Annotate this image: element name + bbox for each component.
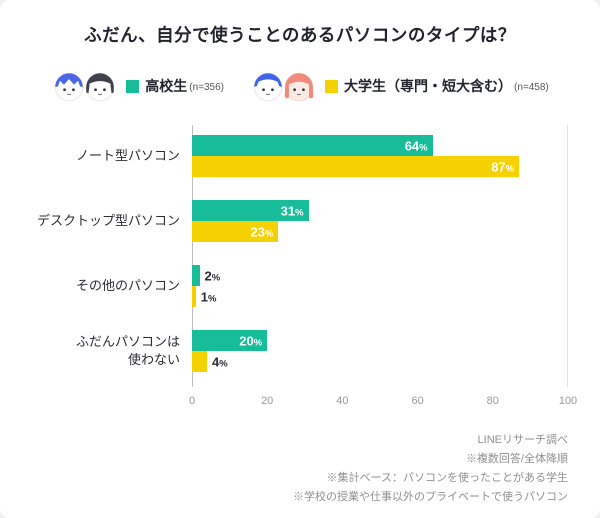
category-bars: 20% 4%: [192, 330, 568, 372]
university-bar: 4%: [192, 351, 228, 372]
page-title: ふだん、自分で使うことのあるパソコンのタイプは？: [84, 25, 516, 45]
x-axis-tick: 0: [188, 395, 196, 407]
bar-track-university: 4%: [192, 351, 568, 372]
category-label: ふだんパソコンは 使わない: [75, 334, 180, 367]
x-axis-tick: 100: [558, 395, 578, 407]
university-boy-avatar: [253, 72, 283, 102]
highschool-legend-n: (n=356): [189, 82, 224, 93]
bar-track-university: 1%: [192, 286, 568, 307]
category-bars: 64% 87%: [192, 135, 568, 177]
highschool-legend-label: 高校生: [145, 78, 188, 94]
bar-value-label: 4%: [212, 354, 228, 369]
highschool-legend-swatch: [126, 79, 140, 93]
bar-value-label: 1%: [200, 289, 217, 304]
footer-notes: LINEリサーチ調べ ※複数回答/全体降順 ※集計ベース：パソコンを使ったことが…: [0, 431, 568, 507]
university-legend-n: (n=458): [514, 82, 549, 93]
bar-track-highschool: 31%: [192, 200, 568, 221]
highschool-girl-avatar: [85, 72, 115, 102]
x-axis-tick: 80: [486, 395, 499, 407]
bar-track-highschool: 20%: [192, 330, 568, 351]
bar-value-label: 20%: [239, 333, 263, 348]
footer-note-1: ※複数回答/全体降順: [465, 452, 568, 465]
bar-value-label: 31%: [280, 203, 304, 218]
university-girl-avatar: [284, 72, 314, 102]
highschool-bar: 31%: [192, 200, 309, 221]
university-bar: 1%: [192, 286, 216, 307]
category-label: その他のパソコン: [75, 278, 180, 294]
bar-track-highschool: 2%: [192, 265, 568, 286]
highschool-boy-avatar: [54, 72, 84, 102]
chart-rows: ノート型パソコン 64% 87% デスクトップ型パソコン 31% 23% その他のパソコン 2…: [20, 135, 568, 372]
bar-track-university: 87%: [192, 156, 568, 177]
x-axis: 0 20 40 60 80 100: [188, 395, 577, 411]
university-bar: 87%: [192, 156, 520, 177]
chart-row: ふだんパソコンは 使わない 20% 4%: [20, 330, 568, 372]
x-axis-tick: 60: [411, 395, 424, 407]
bar-track-university: 23%: [192, 221, 568, 242]
chart-row: その他のパソコン 2% 1%: [20, 265, 568, 307]
footer-note-3: ※学校の授業や仕事以外のプライベートで使うパソコン: [293, 490, 568, 503]
chart-row: デスクトップ型パソコン 31% 23%: [20, 200, 568, 242]
category-bars: 2% 1%: [192, 265, 568, 307]
legend: 高校生 (n=356): [0, 65, 600, 107]
category-label: ノート型パソコン: [75, 148, 180, 164]
university-legend-label: 大学生（専門・短大含む）: [344, 78, 512, 94]
x-axis-tick: 40: [336, 395, 349, 407]
bar-value-label: 23%: [250, 224, 274, 239]
legend-group-university: 大学生（専門・短大含む） (n=458): [250, 68, 549, 104]
chart-row: ノート型パソコン 64% 87%: [20, 135, 568, 177]
highschool-bar: 20%: [192, 330, 268, 351]
footer-note-2: ※集計ベース：パソコンを使ったことがある学生: [326, 471, 568, 484]
legend-group-highschool: 高校生 (n=356): [51, 68, 224, 104]
university-bar: 23%: [192, 221, 279, 242]
x-axis-tick: 20: [261, 395, 274, 407]
bar-value-label: 2%: [204, 268, 221, 283]
bar-chart: ノート型パソコン 64% 87% デスクトップ型パソコン 31% 23% その他のパソコン 2…: [20, 125, 577, 411]
category-label: デスクトップ型パソコン: [36, 213, 180, 229]
footer-source: LINEリサーチ調べ: [477, 434, 568, 446]
university-legend-swatch: [325, 79, 338, 93]
bar-track-highschool: 64%: [192, 135, 568, 156]
plot-gridlines: [192, 125, 568, 387]
highschool-bar: 2%: [192, 265, 220, 286]
bar-value-label: 87%: [491, 159, 515, 174]
university-avatars: [250, 68, 317, 104]
bar-value-label: 64%: [404, 138, 428, 153]
category-bars: 31% 23%: [192, 200, 568, 242]
highschool-bar: 64%: [192, 135, 433, 156]
highschool-avatars: [51, 68, 118, 104]
